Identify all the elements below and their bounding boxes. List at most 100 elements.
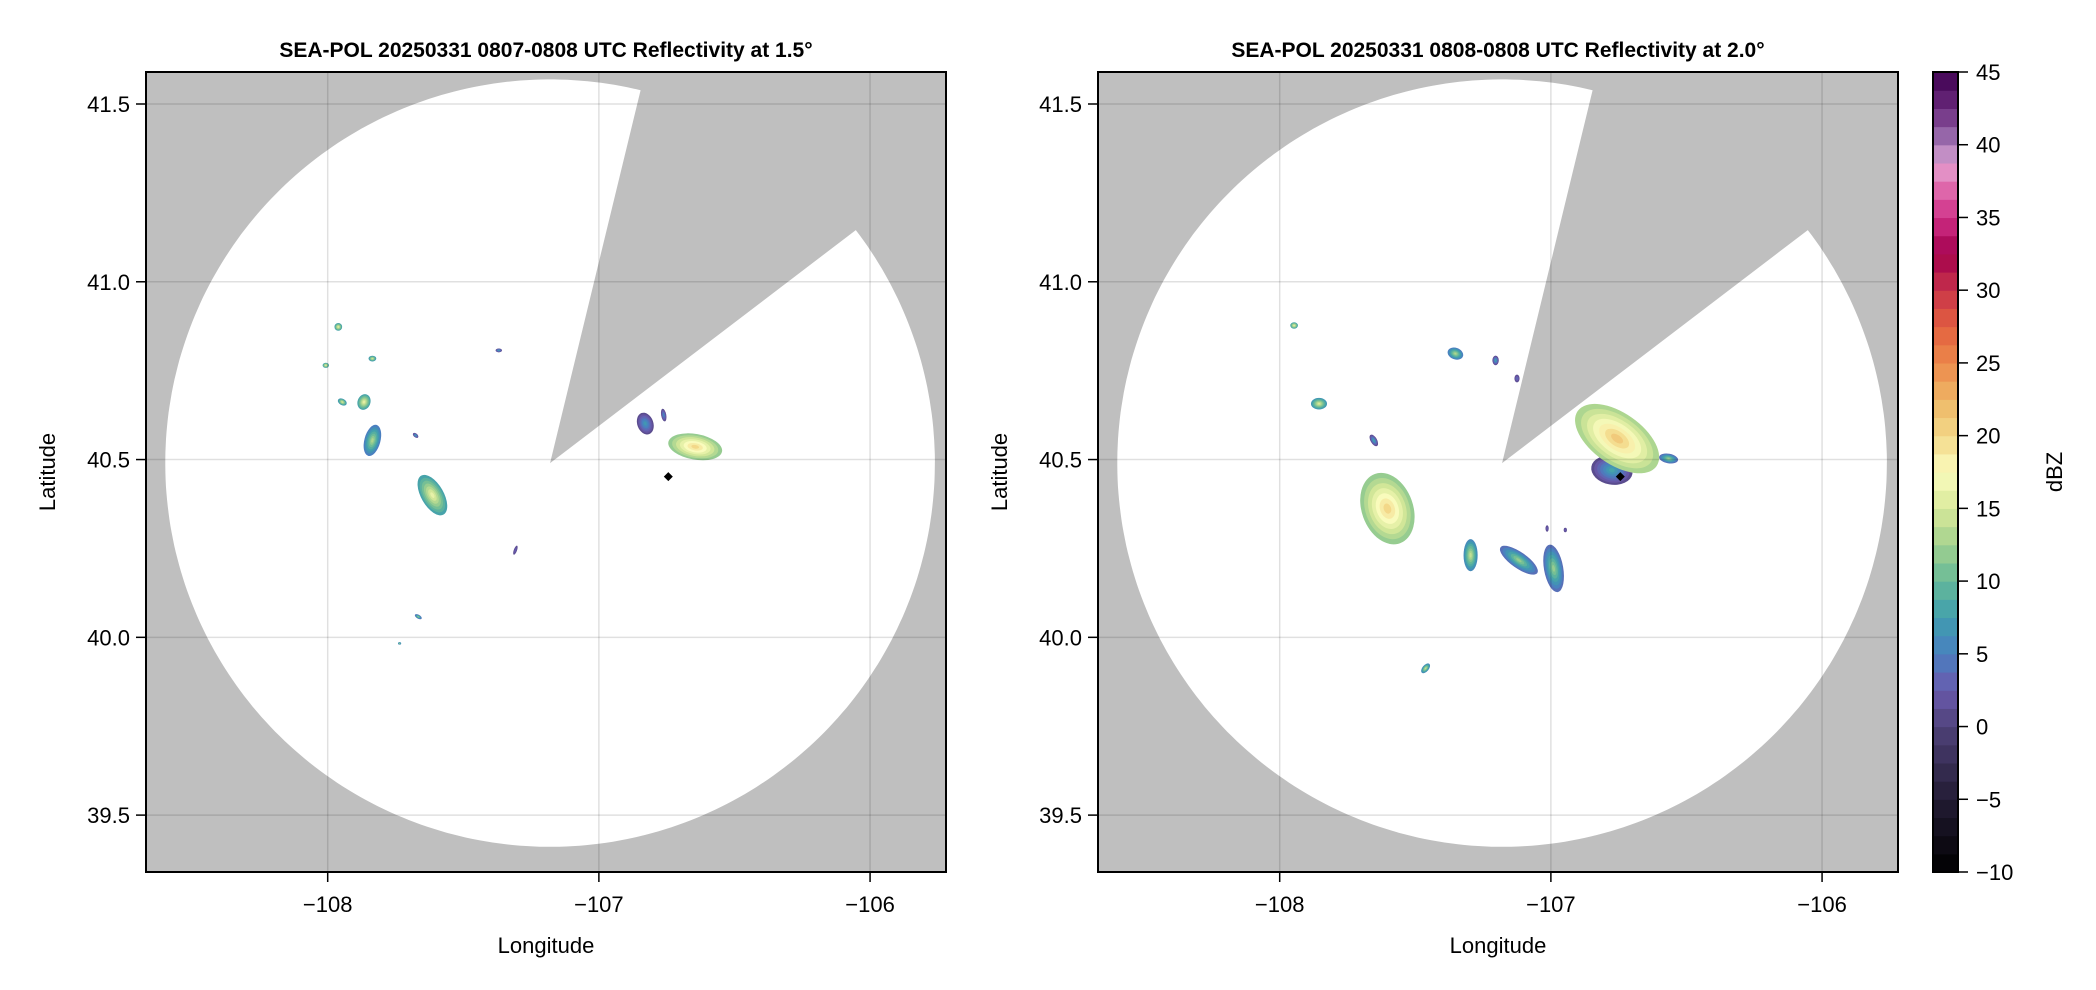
echo-contour bbox=[1667, 457, 1670, 460]
colorbar-bin bbox=[1933, 508, 1958, 528]
y-axis-label: Latitude bbox=[35, 433, 60, 511]
colorbar-bin bbox=[1933, 853, 1958, 873]
colorbar-bin bbox=[1933, 435, 1958, 455]
echo-cell bbox=[1543, 544, 1564, 593]
colorbar-tick-label: −10 bbox=[1976, 860, 2013, 885]
x-tick-label: −108 bbox=[1255, 892, 1305, 917]
colorbar-bin bbox=[1933, 599, 1958, 619]
x-tick-label: −107 bbox=[574, 892, 624, 917]
echo-contour bbox=[1608, 468, 1615, 473]
y-tick-label: 40.0 bbox=[87, 625, 130, 650]
colorbar-bin bbox=[1933, 653, 1958, 673]
colorbar-bin bbox=[1933, 526, 1958, 546]
axes-frame bbox=[145, 71, 947, 873]
colorbar-bin bbox=[1933, 635, 1958, 655]
echo-contour bbox=[498, 350, 500, 351]
colorbar-bin bbox=[1933, 108, 1958, 128]
x-tick-label: −106 bbox=[845, 892, 895, 917]
colorbar-bin bbox=[1933, 417, 1958, 437]
echo-cell bbox=[1310, 397, 1328, 410]
colorbar-bin bbox=[1933, 290, 1958, 309]
echo-contour bbox=[371, 358, 373, 360]
echo-contour bbox=[371, 438, 374, 443]
y-tick-label: 40.0 bbox=[1039, 625, 1082, 650]
echo-contour bbox=[691, 444, 700, 449]
echo-contour bbox=[417, 616, 419, 618]
colorbar-tick-label: 5 bbox=[1976, 642, 1988, 667]
colorbar-bin bbox=[1933, 90, 1958, 109]
echo-cell bbox=[398, 642, 402, 645]
plot-area bbox=[146, 72, 946, 872]
colorbar-bin bbox=[1933, 399, 1958, 419]
colorbar-bin bbox=[1933, 253, 1958, 273]
radar-coverage-area bbox=[1117, 79, 1887, 847]
echo-cell bbox=[357, 394, 371, 410]
echo-cell bbox=[368, 355, 377, 362]
colorbar-bin bbox=[1933, 326, 1958, 346]
y-tick-label: 40.5 bbox=[1039, 448, 1082, 473]
echo-contour bbox=[1424, 667, 1427, 669]
colorbar-bin bbox=[1933, 381, 1958, 400]
location-marker-diamond bbox=[663, 472, 673, 482]
colorbar-frame bbox=[1932, 71, 1959, 873]
colorbar: dBZ −10 −5 0 5 10 15 20 25 30 35 40 45 bbox=[1932, 60, 2067, 885]
colorbar-bin bbox=[1933, 817, 1958, 837]
colorbar-bin bbox=[1933, 472, 1958, 491]
echo-cell bbox=[513, 545, 518, 555]
echo-contour bbox=[663, 414, 665, 417]
y-tick-label: 41.0 bbox=[87, 270, 130, 295]
panel-title: SEA-POL 20250331 0807-0808 UTC Reflectiv… bbox=[279, 39, 812, 62]
x-tick-label: −108 bbox=[303, 892, 353, 917]
echo-cell bbox=[1463, 539, 1478, 572]
panel-title: SEA-POL 20250331 0808-0808 UTC Reflectiv… bbox=[1231, 39, 1764, 62]
colorbar-bin bbox=[1933, 235, 1958, 255]
colorbar-bin bbox=[1933, 181, 1958, 200]
colorbar-bin bbox=[1933, 744, 1958, 764]
echo-contour bbox=[1516, 558, 1522, 563]
colorbar-bin bbox=[1933, 617, 1958, 637]
colorbar-bin bbox=[1933, 72, 1958, 91]
echo-cell bbox=[668, 433, 723, 461]
echo-cell bbox=[334, 323, 343, 331]
colorbar-bin bbox=[1933, 126, 1958, 146]
colorbar-tick-label: 35 bbox=[1976, 205, 2000, 230]
colorbar-label: dBZ bbox=[2042, 452, 2067, 492]
colorbar-bin bbox=[1933, 490, 1958, 509]
y-tick-label: 39.5 bbox=[1039, 803, 1082, 828]
echo-contour bbox=[325, 364, 327, 366]
colorbar-bin bbox=[1933, 308, 1958, 328]
echo-contour bbox=[1454, 352, 1457, 355]
y-tick-label: 40.5 bbox=[87, 448, 130, 473]
colorbar-bin bbox=[1933, 453, 1958, 473]
y-tick-label: 39.5 bbox=[87, 803, 130, 828]
echo-contour bbox=[1373, 439, 1375, 442]
colorbar-bin bbox=[1933, 162, 1958, 182]
colorbar-bin bbox=[1933, 672, 1958, 691]
y-tick-label: 41.0 bbox=[1039, 270, 1082, 295]
y-tick-label: 41.5 bbox=[87, 92, 130, 117]
echo-cell bbox=[1290, 322, 1298, 329]
echo-contour bbox=[1293, 325, 1295, 326]
echo-cell bbox=[322, 362, 330, 368]
echo-cell bbox=[1421, 663, 1431, 674]
colorbar-bin bbox=[1933, 762, 1958, 782]
echo-cell bbox=[1659, 453, 1679, 464]
x-tick-label: −107 bbox=[1526, 892, 1576, 917]
colorbar-bin bbox=[1933, 217, 1958, 237]
echo-contour bbox=[644, 422, 647, 426]
echo-cell bbox=[660, 408, 667, 422]
echo-contour bbox=[1469, 552, 1472, 558]
colorbar-tick-label: 30 bbox=[1976, 278, 2000, 303]
colorbar-bin bbox=[1933, 544, 1958, 564]
colorbar-tick-label: 40 bbox=[1976, 133, 2000, 158]
colorbar-bin bbox=[1933, 199, 1958, 219]
colorbar-tick-label: 45 bbox=[1976, 60, 2000, 85]
colorbar-bin bbox=[1933, 344, 1958, 364]
colorbar-tick-label: 20 bbox=[1976, 424, 2000, 449]
colorbar-bin bbox=[1933, 781, 1958, 800]
echo-cell bbox=[1545, 525, 1549, 532]
echo-cell bbox=[417, 474, 448, 516]
echo-cell bbox=[1563, 527, 1567, 533]
echo-cell bbox=[1575, 403, 1660, 474]
x-axis-label: Longitude bbox=[1450, 933, 1547, 958]
